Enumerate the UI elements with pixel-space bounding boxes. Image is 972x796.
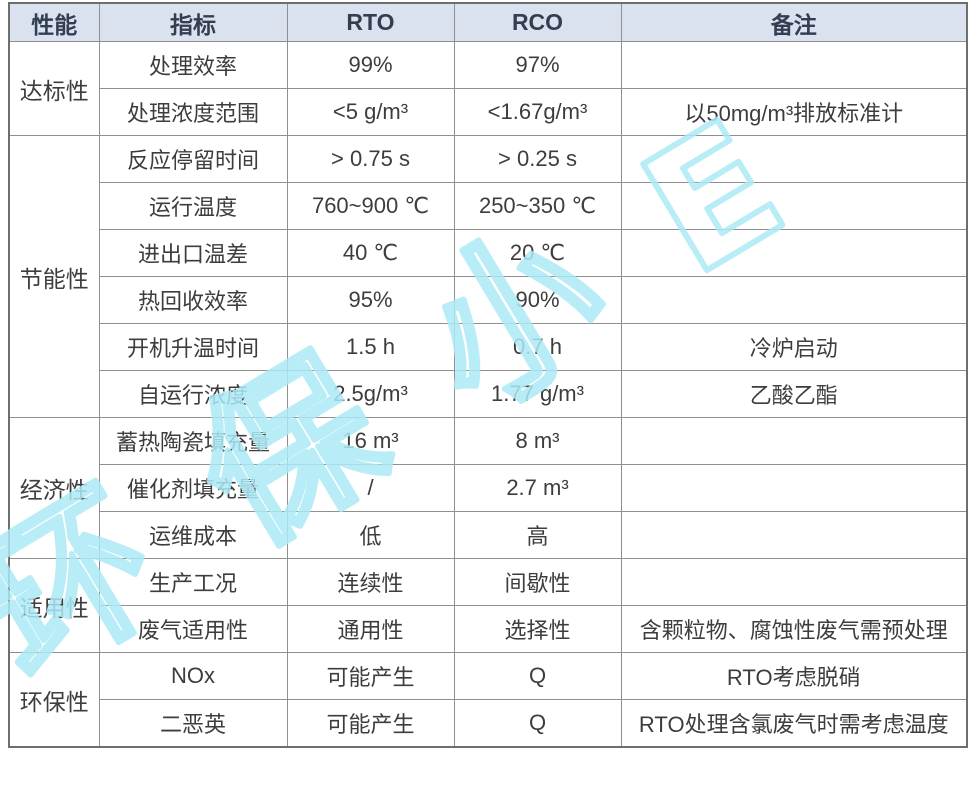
note-cell: 含颗粒物、腐蚀性废气需预处理	[620, 605, 968, 653]
rto-cell: <5 g/m³	[286, 88, 455, 136]
table-row: 达标性 处理效率 99% 97%	[8, 41, 968, 136]
header-row: 性能 指标 RTO RCO 备注	[8, 2, 968, 42]
indicator-cell: NOx	[98, 652, 288, 700]
table-row: 处理浓度范围 <5 g/m³ <1.67g/m³ 以50mg/m³排放标准计	[9, 88, 968, 136]
rco-cell: 选择性	[453, 605, 622, 653]
rto-cell: 99%	[286, 41, 455, 89]
note-cell: 乙酸乙酯	[620, 370, 968, 418]
header-note: 备注	[620, 2, 968, 42]
note-cell	[620, 511, 968, 559]
note-cell	[620, 464, 968, 512]
note-cell: RTO处理含氯废气时需考虑温度	[620, 699, 968, 748]
rco-cell: 97%	[453, 41, 622, 89]
table-row: 运维成本 低 高	[9, 511, 968, 559]
indicator-cell: 生产工况	[98, 558, 288, 606]
rco-cell: 0.7 h	[453, 323, 622, 371]
rco-cell: 20 ℃	[453, 229, 622, 277]
note-cell	[620, 229, 968, 277]
indicator-cell: 处理浓度范围	[98, 88, 288, 136]
note-cell	[620, 41, 968, 89]
indicator-cell: 处理效率	[98, 41, 288, 89]
indicator-cell: 废气适用性	[98, 605, 288, 653]
rco-cell: 2.7 m³	[453, 464, 622, 512]
indicator-cell: 自运行浓度	[98, 370, 288, 418]
group-cell-economy: 经济性	[8, 417, 100, 559]
table-row: 开机升温时间 1.5 h 0.7 h 冷炉启动	[9, 323, 968, 371]
indicator-cell: 二恶英	[98, 699, 288, 748]
indicator-cell: 热回收效率	[98, 276, 288, 324]
note-cell	[620, 276, 968, 324]
rco-cell: 高	[453, 511, 622, 559]
rto-cell: > 0.75 s	[286, 135, 455, 183]
table-row: 经济性 蓄热陶瓷填充量 16 m³ 8 m³	[8, 417, 968, 559]
rto-cell: 可能产生	[286, 699, 455, 748]
table-row: 热回收效率 95% 90%	[9, 276, 968, 324]
rco-cell: 8 m³	[453, 417, 622, 465]
rto-cell: 16 m³	[286, 417, 455, 465]
rto-rco-comparison-table: 性能 指标 RTO RCO 备注 达标性 处理效率 99% 97% 处理浓度范围…	[8, 2, 968, 748]
header-rto: RTO	[286, 2, 455, 42]
indicator-cell: 进出口温差	[98, 229, 288, 277]
rto-cell: 40 ℃	[286, 229, 455, 277]
rco-cell: 间歇性	[453, 558, 622, 606]
header-indicator: 指标	[98, 2, 288, 42]
rco-cell: 90%	[453, 276, 622, 324]
indicator-cell: 蓄热陶瓷填充量	[98, 417, 288, 465]
table-row: 运行温度 760~900 ℃ 250~350 ℃	[9, 182, 968, 230]
note-cell	[620, 417, 968, 465]
table-row: 自运行浓度 2.5g/m³ 1.77 g/m³ 乙酸乙酯	[9, 370, 968, 418]
note-cell	[620, 135, 968, 183]
rco-cell: Q	[453, 699, 622, 748]
rto-cell: 可能产生	[286, 652, 455, 700]
indicator-cell: 催化剂填充量	[98, 464, 288, 512]
rto-cell: 1.5 h	[286, 323, 455, 371]
table-row: 废气适用性 通用性 选择性 含颗粒物、腐蚀性废气需预处理	[9, 605, 968, 653]
header-performance: 性能	[8, 2, 100, 42]
header-rco: RCO	[453, 2, 622, 42]
rto-cell: 连续性	[286, 558, 455, 606]
indicator-cell: 开机升温时间	[98, 323, 288, 371]
note-cell: RTO考虑脱硝	[620, 652, 968, 700]
table-row: 二恶英 可能产生 Q RTO处理含氯废气时需考虑温度	[9, 699, 968, 748]
rco-cell: <1.67g/m³	[453, 88, 622, 136]
table-row: 适用性 生产工况 连续性 间歇性	[8, 558, 968, 653]
group-cell-energy-saving: 节能性	[8, 135, 100, 418]
table-row: 催化剂填充量 / 2.7 m³	[9, 464, 968, 512]
rco-cell: Q	[453, 652, 622, 700]
group-cell-environmental: 环保性	[8, 652, 100, 748]
indicator-cell: 运行温度	[98, 182, 288, 230]
group-cell-compliance: 达标性	[8, 41, 100, 136]
note-cell: 以50mg/m³排放标准计	[620, 88, 968, 136]
rto-cell: 通用性	[286, 605, 455, 653]
table-row: 节能性 反应停留时间 > 0.75 s > 0.25 s	[8, 135, 968, 418]
rto-cell: /	[286, 464, 455, 512]
table-row: 环保性 NOx 可能产生 Q RTO考虑脱硝	[8, 652, 968, 748]
rco-cell: 250~350 ℃	[453, 182, 622, 230]
note-cell	[620, 182, 968, 230]
table-row: 进出口温差 40 ℃ 20 ℃	[9, 229, 968, 277]
rto-cell: 低	[286, 511, 455, 559]
indicator-cell: 反应停留时间	[98, 135, 288, 183]
rco-cell: > 0.25 s	[453, 135, 622, 183]
indicator-cell: 运维成本	[98, 511, 288, 559]
note-cell: 冷炉启动	[620, 323, 968, 371]
note-cell	[620, 558, 968, 606]
rto-cell: 95%	[286, 276, 455, 324]
rto-cell: 2.5g/m³	[286, 370, 455, 418]
rto-cell: 760~900 ℃	[286, 182, 455, 230]
group-cell-applicability: 适用性	[8, 558, 100, 653]
rco-cell: 1.77 g/m³	[453, 370, 622, 418]
